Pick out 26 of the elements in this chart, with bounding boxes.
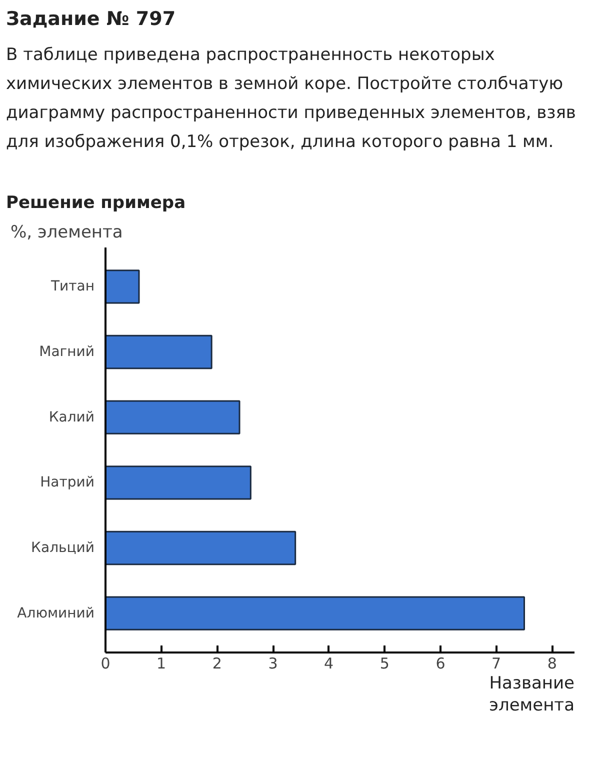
x-tick-label: 0	[100, 654, 110, 672]
y-axis-title: %, элемента	[10, 222, 123, 242]
bar	[106, 596, 525, 630]
x-tick-label: 6	[436, 654, 446, 672]
x-axis-title: Название элемента	[489, 673, 575, 716]
text: Решение примера	[6, 192, 186, 215]
x-tick-label: 3	[268, 654, 278, 672]
bar	[106, 530, 296, 566]
y-tick-label: Натрий	[40, 474, 95, 491]
chart-subtitle: В таблице приведена распространенность некоторых химических элементов в земной коре. Постройте столбчатую диаграмму распространенности приведенных элементов, взяв для изображения 0,1% отрезок, длина которого равна 1 мм.	[6, 44, 577, 154]
y-tick-label: Калий	[48, 409, 95, 426]
x-tick-label: 8	[547, 654, 557, 672]
chart-title: Задание № 797	[6, 7, 176, 32]
y-tick-label: Кальций	[31, 540, 95, 556]
bar	[106, 334, 212, 370]
y-tick-label: Алюминий	[17, 605, 95, 622]
bar	[106, 400, 240, 434]
x-tick-label: 4	[324, 654, 334, 672]
x-tick-label: 1	[156, 654, 166, 672]
x-tick-label: 5	[380, 654, 390, 672]
x-tick-label: 2	[212, 654, 222, 672]
x-tick-label: 7	[492, 654, 502, 672]
bar	[106, 466, 252, 500]
y-tick-label: Магний	[39, 344, 95, 360]
bar	[106, 270, 140, 304]
y-tick-label: Титан	[50, 278, 95, 295]
